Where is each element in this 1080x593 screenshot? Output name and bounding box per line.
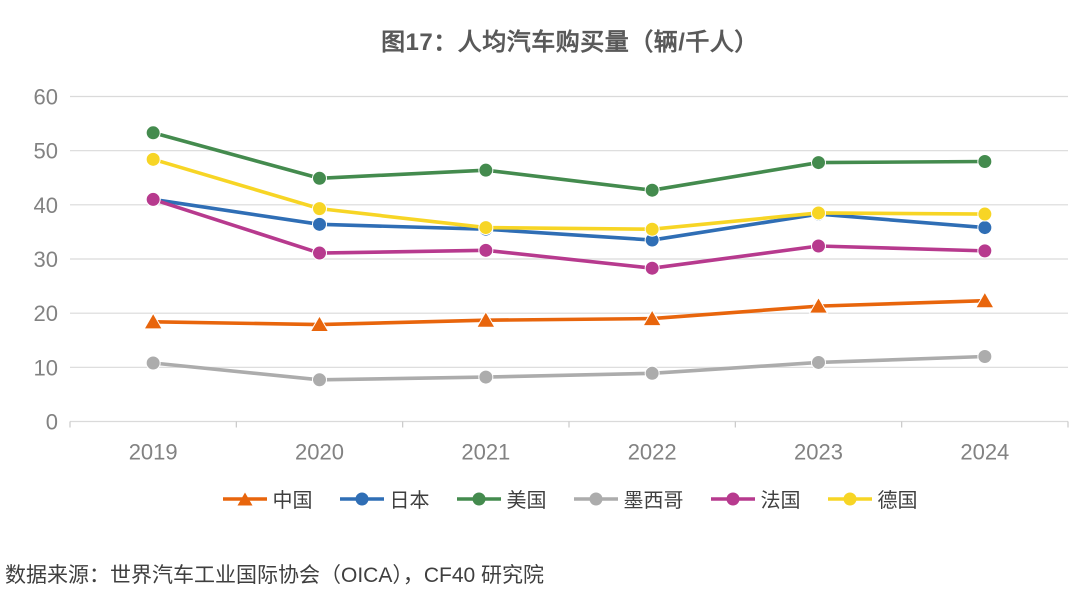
data-point-marker (312, 245, 327, 261)
series-line-3 (151, 354, 987, 382)
data-point-marker (977, 154, 993, 169)
data-point-marker (312, 201, 327, 217)
data-point-marker (974, 291, 995, 309)
legend-label: 墨西哥 (623, 490, 684, 512)
data-point-marker (811, 238, 826, 254)
y-axis-tick-label: 0 (46, 410, 58, 435)
series-line-0 (151, 298, 987, 327)
data-point-marker (644, 182, 660, 198)
data-point-marker (977, 220, 993, 236)
legend-item-1: 日本 (339, 484, 430, 513)
chart-title: 图17：人均汽车购买量（辆/千人） (381, 29, 759, 56)
data-point-marker (642, 309, 663, 327)
x-axis-tick-label: 2023 (794, 440, 843, 465)
legend-marker-icon (710, 492, 755, 505)
data-point-marker (143, 312, 164, 330)
data-point-marker (475, 310, 496, 328)
data-point-marker (811, 155, 826, 171)
data-point-marker (478, 162, 494, 178)
chart-legend: 中国 日本 美国 墨西哥 法国 德国 (70, 484, 1070, 513)
x-axis-tick-label: 2020 (295, 440, 344, 465)
legend-marker-icon (456, 492, 501, 505)
legend-marker-icon (339, 492, 384, 505)
legend-label: 美国 (506, 490, 547, 512)
legend-item-4: 法国 (710, 484, 801, 513)
legend-item-2: 美国 (456, 484, 547, 513)
data-source-note: 数据来源：世界汽车工业国际协会（OICA），CF40 研究院 (5, 564, 545, 587)
data-point-marker (309, 315, 330, 333)
data-point-marker (811, 354, 826, 370)
x-axis-tick-label: 2019 (129, 440, 178, 465)
y-axis-tick-label: 10 (34, 355, 58, 380)
data-point-marker (145, 151, 161, 167)
legend-item-3: 墨西哥 (573, 484, 684, 513)
data-point-marker (145, 355, 161, 371)
series-line-4 (151, 197, 987, 271)
data-point-marker (478, 220, 494, 236)
y-axis-tick-label: 40 (34, 193, 58, 218)
data-point-marker (312, 170, 327, 186)
data-point-marker (977, 243, 993, 259)
data-point-marker (808, 296, 829, 314)
legend-item-0: 中国 (222, 484, 313, 513)
data-point-marker (145, 191, 161, 207)
legend-marker-icon (222, 492, 267, 505)
data-point-marker (644, 260, 660, 276)
series-line-2 (151, 130, 987, 193)
data-point-marker (312, 216, 327, 232)
legend-item-5: 德国 (827, 484, 918, 513)
legend-label: 法国 (760, 490, 801, 512)
y-axis-tick-label: 50 (34, 139, 58, 164)
x-axis-tick-label: 2022 (628, 440, 677, 465)
legend-marker-icon (573, 492, 618, 505)
data-point-marker (478, 369, 494, 385)
data-point-marker (478, 242, 494, 258)
data-point-marker (644, 365, 660, 381)
legend-label: 中国 (272, 490, 313, 512)
data-point-marker (644, 221, 660, 237)
x-axis-tick-label: 2021 (461, 440, 510, 465)
legend-label: 德国 (877, 490, 918, 512)
y-axis-tick-label: 20 (34, 301, 58, 326)
legend-label: 日本 (389, 490, 430, 512)
data-point-marker (977, 349, 993, 364)
data-point-marker (977, 206, 993, 222)
y-axis-tick-label: 30 (34, 247, 58, 272)
legend-marker-icon (827, 492, 872, 505)
data-point-marker (312, 372, 327, 388)
series-line-5 (151, 157, 987, 232)
y-axis-tick-label: 60 (34, 85, 58, 110)
x-axis-tick-label: 2024 (960, 440, 1009, 465)
data-point-marker (811, 205, 826, 221)
data-point-marker (145, 125, 161, 141)
series-line-1 (151, 197, 987, 242)
